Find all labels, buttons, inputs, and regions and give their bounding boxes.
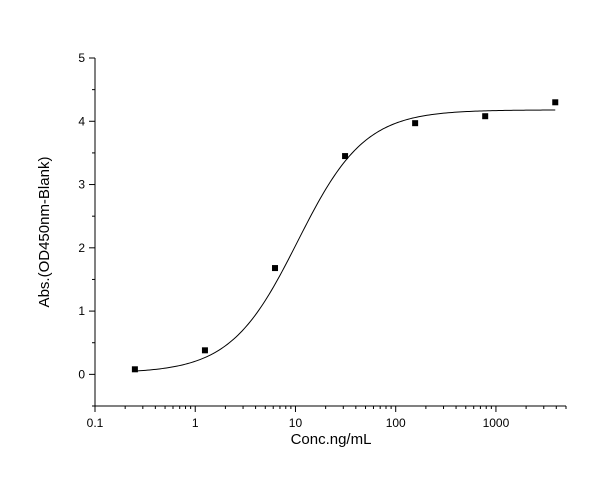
x-tick-label: 1000 (483, 416, 510, 430)
fit-curve-line (134, 109, 556, 372)
data-point (131, 366, 138, 373)
data-point (342, 153, 349, 160)
data-points-group (131, 99, 559, 373)
x-tick-label: 10 (289, 416, 303, 430)
axes-group (94, 58, 566, 407)
x-axis-label: Conc.ng/mL (291, 431, 372, 448)
y-axis-label: Abs.(OD450nm-Blank) (36, 157, 53, 308)
y-tick-label: 5 (78, 51, 85, 65)
x-tick-label: 100 (386, 416, 406, 430)
x-ticks-group: 0.1 1 10 100 1000 (87, 406, 567, 430)
data-point (482, 113, 489, 120)
y-tick-label: 2 (78, 241, 85, 255)
y-tick-label: 4 (78, 114, 85, 128)
y-ticks-group: 0 1 2 3 4 5 (78, 51, 95, 407)
data-point (412, 120, 419, 127)
x-tick-label: 1 (192, 416, 199, 430)
y-tick-label: 1 (78, 304, 85, 318)
y-tick-label: 0 (78, 367, 85, 381)
fit-curve-group (134, 109, 556, 372)
data-point (552, 99, 559, 106)
data-point (272, 265, 279, 272)
y-tick-label: 3 (78, 178, 85, 192)
data-point (201, 347, 208, 354)
x-tick-label: 0.1 (87, 416, 104, 430)
